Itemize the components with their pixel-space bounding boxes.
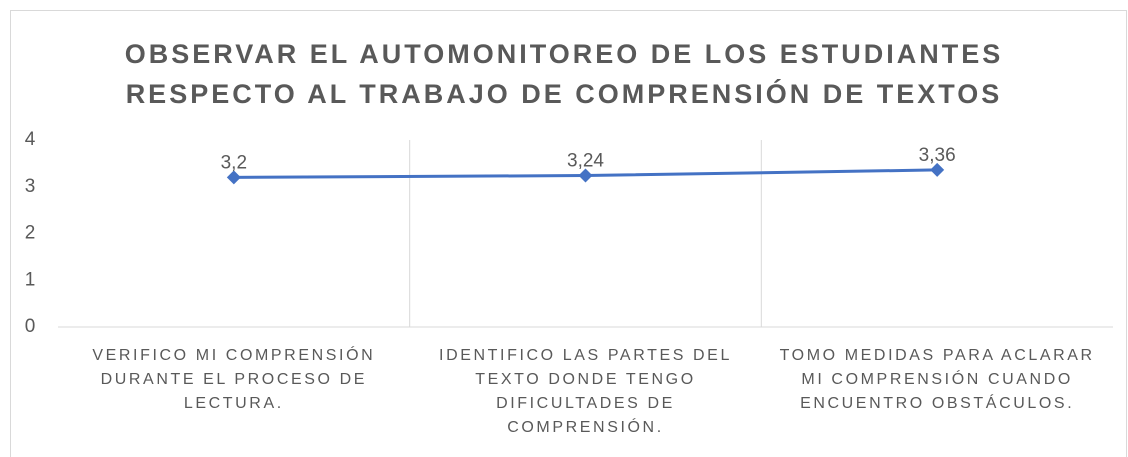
chart-border — [10, 10, 1127, 457]
y-tick-label: 4 — [25, 129, 36, 150]
y-tick-label: 2 — [25, 223, 36, 244]
x-tick-label: TOMO MEDIDAS PARA ACLARAR MI COMPRENSIÓN… — [779, 347, 1095, 412]
data-label: 3,2 — [221, 152, 247, 173]
marker — [930, 162, 945, 177]
data-label: 3,24 — [567, 151, 604, 172]
marker — [226, 170, 241, 185]
x-tick-label: IDENTIFICO LAS PARTES DEL TEXTO DONDE TE… — [439, 347, 732, 436]
y-tick-label: 0 — [25, 316, 36, 337]
chart-title: OBSERVAR EL AUTOMONITOREO DE LOS ESTUDIA… — [124, 39, 1004, 109]
x-tick-label: VERIFICO MI COMPRENSIÓN DURANTE EL PROCE… — [92, 347, 376, 412]
y-tick-label: 1 — [25, 269, 36, 290]
data-label: 3,36 — [919, 145, 956, 166]
marker — [578, 168, 593, 183]
y-tick-label: 3 — [25, 176, 36, 197]
